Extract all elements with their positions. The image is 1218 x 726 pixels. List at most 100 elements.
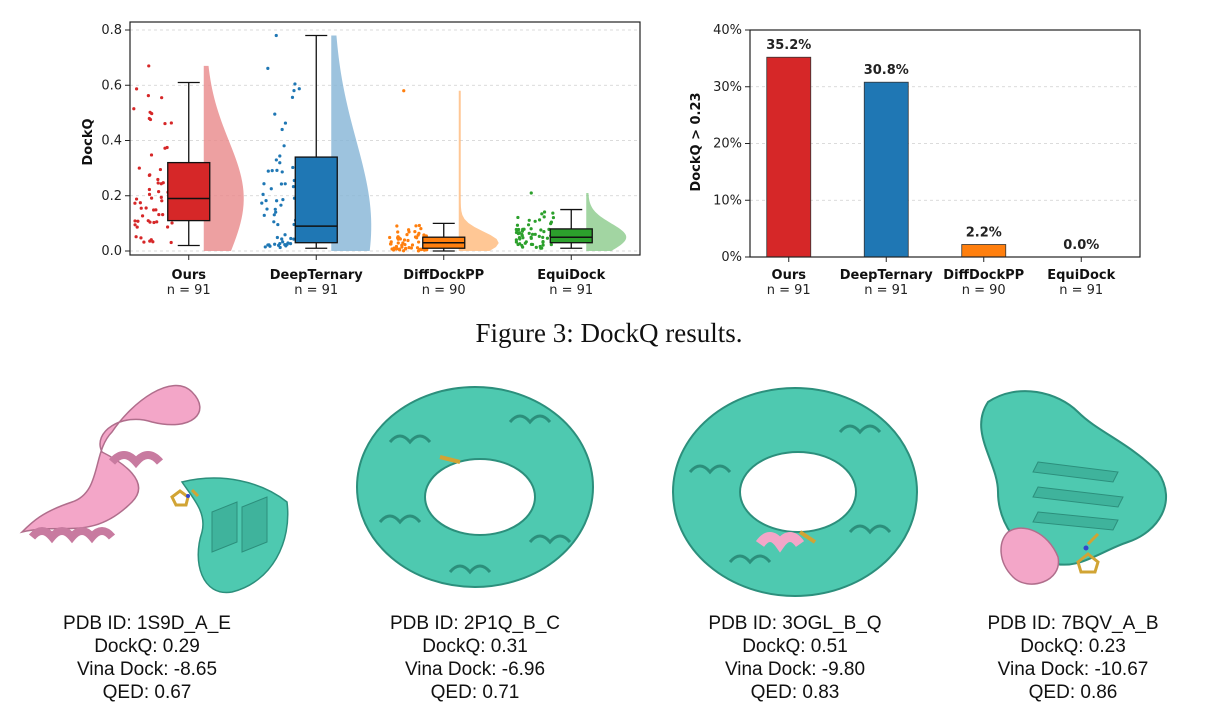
data-point [417, 240, 421, 244]
data-point [280, 127, 284, 132]
data-point [541, 239, 545, 244]
bar-value-label: 2.2% [966, 226, 1002, 241]
data-point [514, 227, 518, 232]
data-point [278, 161, 282, 165]
data-point [542, 230, 546, 234]
data-point [144, 206, 148, 210]
x-category-label: Ours [172, 268, 207, 283]
data-point [134, 235, 138, 239]
data-point [537, 234, 541, 238]
data-point [157, 212, 161, 217]
example-dockq: DockQ: 0.31 [422, 636, 528, 657]
data-point [133, 201, 137, 205]
data-point [160, 96, 164, 100]
data-point [538, 244, 542, 249]
y-tick-label: 0.6 [101, 78, 122, 93]
data-point [264, 198, 268, 203]
data-point [415, 246, 420, 250]
x-count-label: n = 90 [422, 283, 466, 298]
data-point [283, 233, 287, 237]
data-point [297, 87, 301, 91]
data-point [260, 201, 264, 205]
data-point [402, 238, 407, 242]
protein-structure-image [19, 384, 289, 594]
data-point [293, 82, 297, 86]
data-point [422, 233, 426, 237]
data-point [278, 154, 282, 158]
data-point [515, 223, 520, 227]
data-point [265, 207, 269, 211]
protein-structure-image [980, 390, 1168, 585]
data-point [272, 213, 276, 217]
example-qed: QED: 0.67 [102, 682, 192, 703]
data-point [275, 168, 279, 173]
x-count-label: n = 90 [962, 283, 1006, 298]
data-point [160, 199, 164, 203]
data-point [517, 227, 521, 232]
data-point [533, 232, 537, 236]
density-cloud [203, 65, 244, 251]
data-point [280, 170, 284, 174]
data-point [281, 240, 285, 244]
data-point [534, 245, 538, 250]
data-point [276, 222, 280, 227]
data-point [169, 121, 173, 125]
data-point [152, 220, 156, 225]
data-point [392, 246, 396, 250]
data-point [520, 229, 524, 233]
data-point [545, 236, 550, 240]
x-category-label: DeepTernary [270, 268, 364, 283]
data-point [275, 199, 279, 203]
bar [863, 81, 909, 258]
protein-structure-image [356, 386, 594, 588]
data-point [147, 187, 151, 192]
data-point [279, 203, 283, 207]
density-cloud [331, 35, 372, 252]
data-point [529, 236, 533, 240]
data-point [135, 225, 139, 229]
data-point [280, 237, 284, 241]
data-point [269, 187, 273, 191]
data-point [270, 169, 274, 173]
example-dockq: DockQ: 0.51 [742, 636, 848, 657]
example-qed: QED: 0.86 [1028, 682, 1118, 703]
data-point [291, 185, 296, 189]
iqr-box [294, 156, 338, 244]
data-point [413, 235, 418, 239]
data-point [283, 121, 288, 125]
bar-y-axis-label: DockQ > 0.23 [689, 92, 704, 191]
example-pdb-id: PDB ID: 2P1Q_B_C [389, 613, 561, 634]
data-point [396, 241, 400, 245]
data-point [273, 207, 277, 211]
data-point [261, 192, 265, 196]
example-vina-dock: Vina Dock: -8.65 [76, 659, 218, 680]
data-point [518, 242, 522, 246]
x-category-label: DiffDockPP [943, 268, 1024, 283]
y-tick-label: 30% [713, 80, 742, 95]
figure-caption: Figure 3: DockQ results. [475, 318, 743, 348]
data-point [524, 240, 528, 244]
data-point [273, 112, 277, 116]
data-point [526, 223, 531, 227]
data-point [156, 177, 160, 182]
data-point [274, 210, 278, 214]
y-tick-label: 0% [721, 250, 742, 265]
data-point [154, 208, 158, 212]
data-point [275, 235, 279, 240]
data-point [530, 232, 535, 236]
bar-value-label: 35.2% [766, 38, 811, 53]
data-point [263, 245, 267, 249]
data-point [549, 242, 553, 247]
data-point [139, 236, 143, 240]
data-point [527, 231, 531, 235]
data-point [163, 121, 167, 126]
density-cloud [458, 90, 499, 252]
data-point [142, 240, 146, 244]
data-point [551, 211, 555, 215]
data-point [401, 249, 406, 253]
plot-frame [749, 29, 1141, 258]
data-point [537, 218, 542, 222]
example-pdb-id: PDB ID: 3OGL_B_Q [708, 613, 882, 634]
data-point [407, 246, 411, 250]
